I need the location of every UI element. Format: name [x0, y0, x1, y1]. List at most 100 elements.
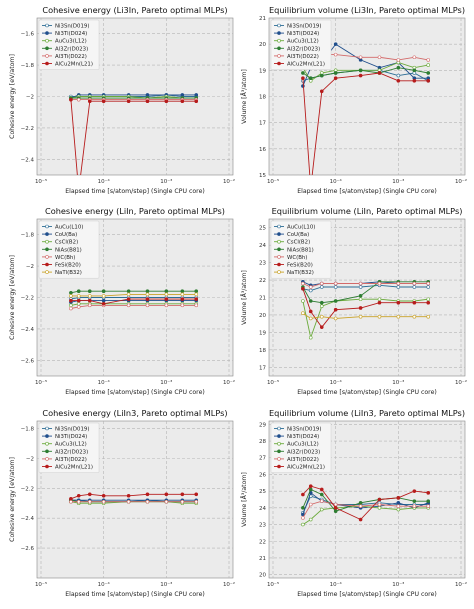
legend-marker	[277, 61, 281, 66]
data-point	[87, 303, 92, 308]
x-tick-label: 10⁻²	[455, 178, 467, 185]
legend-marker	[45, 247, 49, 252]
legend-label: FeSi(B20)	[55, 263, 81, 269]
y-tick-label: −2.2	[21, 126, 34, 132]
data-point	[319, 304, 324, 309]
data-point	[69, 298, 73, 303]
legend-label: Al3Ti(D022)	[55, 54, 87, 60]
y-tick-label: −1.6	[21, 32, 35, 38]
data-point	[87, 298, 92, 303]
data-point	[426, 58, 431, 62]
x-axis-label: Elapsed time [s/atom/step] (Single CPU c…	[65, 591, 205, 598]
legend-marker	[277, 449, 281, 454]
data-point	[377, 55, 382, 60]
data-point	[319, 73, 324, 78]
data-point	[426, 79, 431, 83]
data-point	[76, 294, 81, 298]
y-tick-label: 20	[259, 313, 266, 319]
y-tick-label: 24	[259, 506, 266, 512]
chart-title: Equilibrium volume (LiIn, Pareto optimal…	[272, 206, 463, 216]
y-axis-label: Volume [Å³/atom]	[239, 472, 248, 527]
data-point	[333, 76, 338, 80]
legend-label: AuCu3(L12)	[287, 442, 319, 448]
legend-label: Ni3Sn(D019)	[287, 427, 321, 433]
data-point	[377, 300, 382, 305]
data-point	[69, 303, 73, 308]
x-tick-label: 10⁻²	[223, 581, 235, 588]
data-point	[194, 297, 199, 301]
legend-label: Ni3Ti(D024)	[55, 31, 87, 37]
legend-marker	[45, 31, 49, 35]
data-point	[76, 97, 81, 102]
legend-marker	[45, 426, 49, 431]
data-point	[308, 502, 313, 507]
data-point	[308, 316, 313, 321]
y-tick-label: −1.8	[21, 63, 35, 69]
legend-label: CsCl(B2)	[287, 240, 310, 246]
chart-title: Cohesive energy (LiIn, Pareto optimal ML…	[45, 206, 225, 216]
data-point	[308, 309, 313, 314]
data-point	[358, 314, 363, 319]
x-tick-label: 10⁻²	[223, 178, 235, 185]
data-point	[145, 492, 150, 497]
data-point	[164, 99, 169, 104]
series-group	[69, 492, 199, 506]
data-point	[69, 290, 73, 295]
data-point	[194, 492, 199, 497]
data-point	[319, 492, 324, 497]
data-point	[180, 292, 185, 297]
x-tick-label: 10⁻⁵	[267, 178, 279, 185]
data-point	[101, 298, 106, 303]
panel-4: 17 18 19 20 21 22 23 24 25 10⁻⁵ 10⁻⁴ 10⁻³ 10⁻² Equili…	[239, 206, 467, 396]
data-point	[426, 285, 431, 289]
data-point	[126, 499, 131, 504]
x-tick-label: 10⁻⁵	[35, 178, 47, 185]
data-point	[69, 294, 73, 298]
y-tick-label: 20	[259, 42, 266, 48]
data-point	[76, 289, 81, 294]
data-point	[194, 499, 199, 504]
y-tick-label: 24	[259, 243, 266, 249]
y-tick-label: 22	[259, 278, 266, 284]
x-axis-label: Elapsed time [s/atom/step] (Single CPU c…	[65, 389, 205, 396]
x-tick-label: 10⁻³	[392, 178, 404, 185]
y-axis-label: Cohesive energy [eV/atom]	[9, 54, 16, 139]
panel-1: −2.4 −2.2 −2 −1.8 −1.6 10⁻⁵ 10⁻⁴ 10⁻³ 10⁻² Cohesi…	[9, 5, 235, 195]
legend-box	[270, 220, 332, 279]
legend-label: AuCu3(L12)	[55, 39, 87, 45]
legend-box	[270, 19, 332, 70]
data-point	[308, 76, 313, 80]
legend-marker	[277, 434, 281, 438]
legend-marker	[277, 224, 281, 229]
data-point	[358, 293, 363, 298]
data-point	[308, 335, 313, 340]
legend-marker	[45, 255, 49, 259]
y-tick-label: 23	[259, 261, 266, 267]
legend-marker	[277, 426, 281, 431]
y-tick-label: −2.4	[21, 157, 35, 163]
data-point	[101, 499, 106, 504]
legend-label: Al3Ti(D022)	[55, 457, 87, 463]
legend-marker	[45, 449, 49, 454]
legend-marker	[45, 441, 49, 446]
data-point	[194, 93, 199, 97]
data-point	[412, 285, 417, 289]
data-point	[358, 501, 363, 505]
legend-label: CoU(Ba)	[55, 232, 77, 238]
legend-label: FeSi(B20)	[287, 263, 313, 269]
data-point	[180, 303, 185, 308]
data-point	[308, 487, 313, 492]
legend-label: NaTl(B32)	[55, 270, 82, 276]
legend-marker	[45, 46, 49, 51]
data-point	[126, 297, 131, 301]
legend-marker	[45, 224, 49, 229]
y-tick-label: 23	[259, 523, 266, 529]
data-point	[358, 68, 363, 73]
data-point	[164, 292, 169, 297]
data-point	[194, 99, 199, 104]
y-tick-label: −2.4	[21, 327, 35, 333]
data-point	[333, 42, 338, 46]
legend: Ni3Sn(D019)Ni3Ti(D024) AuCu3(L12)Al3Zr(D0…	[38, 19, 100, 70]
data-point	[301, 506, 305, 510]
data-point	[145, 292, 150, 297]
